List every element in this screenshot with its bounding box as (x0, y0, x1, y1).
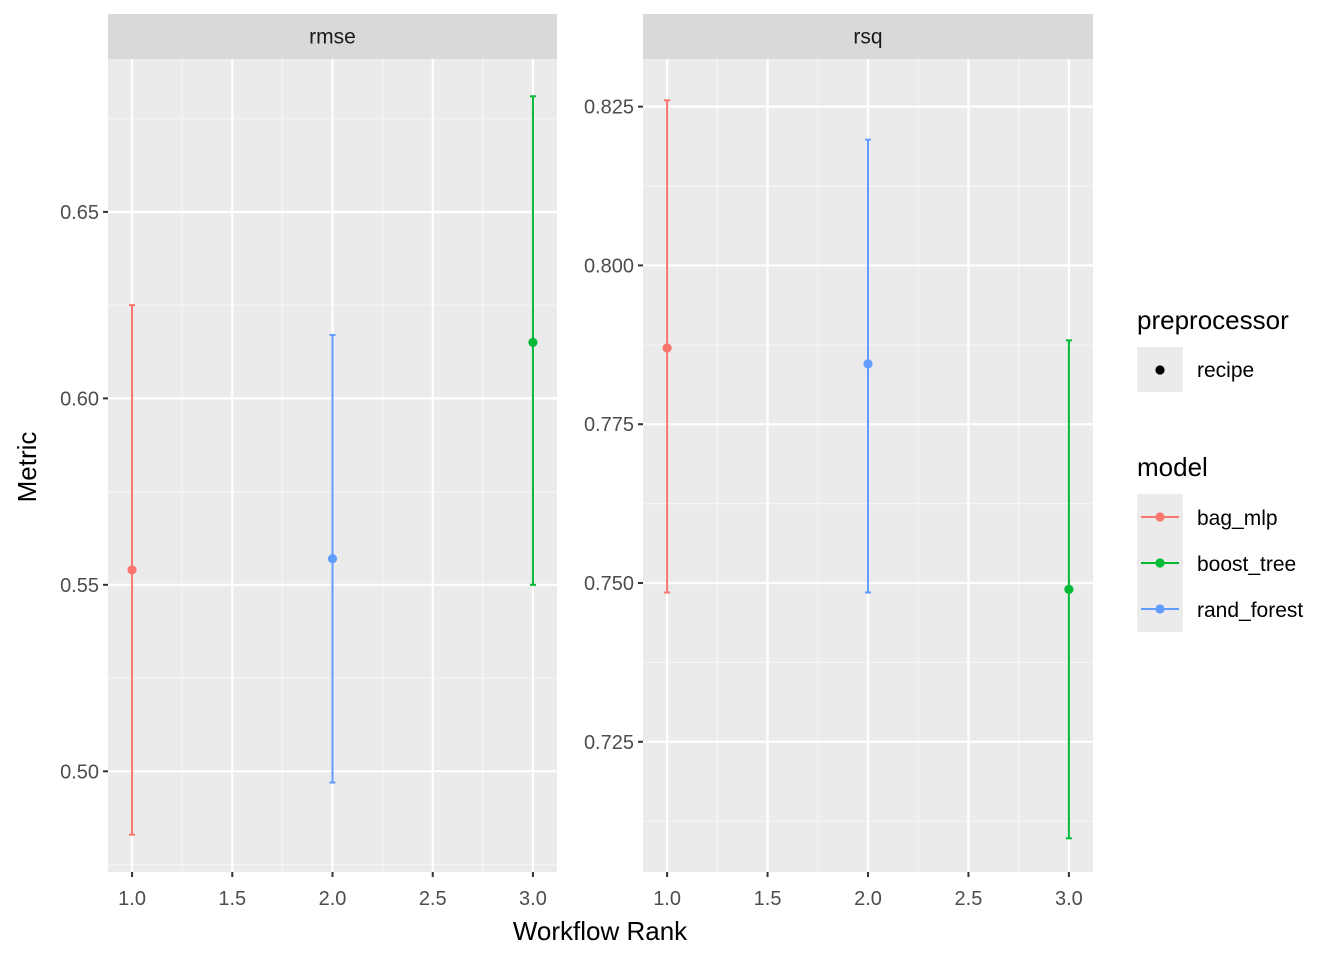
legend-label-model: boost_tree (1197, 553, 1296, 576)
x-tick-label: 2.5 (955, 888, 983, 910)
legend-point-bag_mlp (1155, 512, 1165, 522)
facet-strip-rmse (108, 14, 557, 59)
y-tick-label: 0.65 (60, 202, 99, 224)
y-tick-label: 0.825 (584, 97, 634, 119)
legend-label-model: bag_mlp (1197, 507, 1278, 530)
point-rand_forest (863, 359, 873, 369)
y-tick-label: 0.800 (584, 255, 634, 277)
facet-strip-label: rsq (853, 26, 882, 49)
y-tick-label: 0.60 (60, 388, 99, 410)
legend-label-preprocessor: recipe (1197, 359, 1254, 382)
x-tick-label: 1.5 (218, 888, 246, 910)
legend-point-boost_tree (1155, 558, 1165, 568)
point-bag_mlp (127, 565, 137, 575)
y-tick-label: 0.775 (584, 414, 634, 436)
legend-label-model: rand_forest (1197, 599, 1303, 622)
x-tick-label: 3.0 (1055, 888, 1083, 910)
x-tick-label: 1.5 (754, 888, 782, 910)
legend-title-preprocessor: preprocessor (1137, 305, 1289, 335)
x-tick-label: 3.0 (519, 888, 547, 910)
legend-point-rand_forest (1155, 604, 1165, 614)
y-tick-label: 0.50 (60, 761, 99, 783)
x-tick-label: 2.0 (854, 888, 882, 910)
y-axis-title: Metric (12, 432, 42, 503)
point-rand_forest (327, 554, 338, 564)
x-tick-label: 2.0 (319, 888, 347, 910)
y-tick-label: 0.725 (584, 732, 634, 754)
x-axis-title: Workflow Rank (513, 916, 688, 946)
x-tick-label: 1.0 (118, 888, 146, 910)
point-bag_mlp (662, 343, 672, 353)
facet-strip-rsq (643, 14, 1093, 59)
y-tick-label: 0.750 (584, 573, 634, 595)
y-tick-label: 0.55 (60, 575, 99, 597)
point-boost_tree (1064, 584, 1074, 594)
facet-strip-label: rmse (309, 26, 356, 49)
legend-title-model: model (1137, 452, 1208, 482)
legend-point-recipe (1155, 365, 1165, 375)
x-tick-label: 2.5 (419, 888, 447, 910)
x-tick-label: 1.0 (653, 888, 681, 910)
point-boost_tree (528, 337, 538, 348)
